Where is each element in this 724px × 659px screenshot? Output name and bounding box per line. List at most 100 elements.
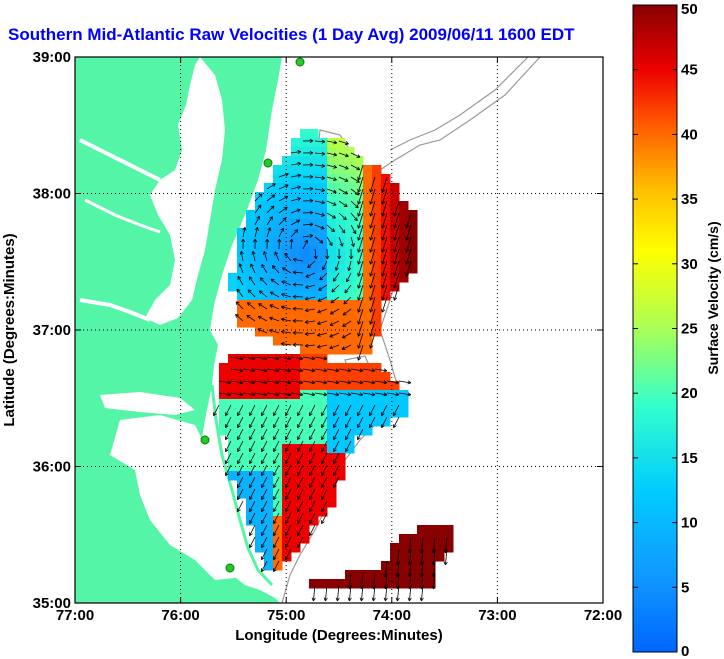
arrow-head <box>343 300 346 305</box>
arrow-head <box>337 255 340 260</box>
arrow-head <box>369 308 371 313</box>
arrow-head <box>357 332 359 337</box>
arrow-head <box>297 186 302 190</box>
arrow-head <box>381 189 386 193</box>
current-arrow <box>369 248 376 265</box>
arrow-head <box>297 437 301 441</box>
velocity-cell <box>363 372 373 382</box>
arrow-head <box>299 394 303 397</box>
current-arrow <box>302 368 315 372</box>
current-arrow <box>270 291 280 298</box>
arrow-head <box>263 394 267 397</box>
current-arrow <box>309 464 316 476</box>
velocity-cell <box>345 417 355 427</box>
velocity-cell <box>327 336 337 346</box>
current-arrow <box>342 308 352 316</box>
arrow-head <box>381 413 385 417</box>
velocity-cell <box>300 210 310 220</box>
arrow-head <box>357 154 361 158</box>
arrow-head <box>287 380 292 384</box>
arrow-head <box>321 163 326 167</box>
current-arrow <box>369 176 376 193</box>
current-arrow <box>317 296 328 302</box>
arrow-head <box>251 380 256 384</box>
current-arrow <box>250 263 256 274</box>
arrow-head <box>350 243 355 247</box>
arrow-head <box>369 237 374 241</box>
velocity-cell <box>354 579 364 589</box>
arrow-head <box>309 174 314 178</box>
current-arrow <box>405 236 412 253</box>
arrow-head <box>395 573 398 578</box>
velocity-cell <box>309 129 319 139</box>
arrow-head <box>353 219 358 222</box>
current-arrow <box>273 452 280 464</box>
velocity-cell <box>354 273 364 283</box>
station-marker <box>200 435 210 445</box>
velocity-cell <box>309 219 319 229</box>
current-arrow <box>381 416 388 428</box>
velocity-cell <box>255 282 265 292</box>
arrow-head <box>307 264 310 268</box>
velocity-cell <box>318 426 328 436</box>
velocity-cell <box>228 273 238 283</box>
velocity-cell <box>426 543 436 553</box>
current-arrow <box>247 302 256 310</box>
velocity-cell <box>219 363 229 373</box>
velocity-cell <box>291 210 301 220</box>
arrow-head <box>297 197 301 201</box>
velocity-cell <box>354 309 364 319</box>
current-arrow <box>297 500 304 512</box>
velocity-cell <box>309 309 319 319</box>
arrow-head <box>369 296 371 301</box>
current-arrow <box>225 464 232 476</box>
arrow-head <box>335 394 339 397</box>
velocity-cell <box>264 480 274 490</box>
arrow-head <box>237 275 242 279</box>
velocity-cell <box>345 336 355 346</box>
current-arrow <box>305 272 316 278</box>
velocity-cell <box>228 363 238 373</box>
current-arrow <box>335 260 340 271</box>
arrow-head <box>267 227 271 231</box>
arrow-head <box>335 380 340 384</box>
arrow-head <box>345 178 349 182</box>
velocity-cell <box>381 399 391 409</box>
velocity-cell <box>282 462 292 472</box>
arrow-head <box>261 437 265 441</box>
velocity-cell <box>228 381 238 391</box>
velocity-cell <box>228 390 238 400</box>
arrow-head <box>237 437 241 441</box>
arrow-head <box>321 225 325 229</box>
velocity-cell <box>246 507 256 517</box>
arrow-head <box>296 229 299 234</box>
current-arrow <box>362 392 375 396</box>
velocity-cell <box>399 408 409 418</box>
arrow-head <box>309 533 313 537</box>
velocity-cell <box>372 201 382 211</box>
arrow-head <box>280 331 285 334</box>
arrow-head <box>395 561 398 566</box>
arrow-head <box>237 461 241 465</box>
current-arrow <box>343 296 352 305</box>
land-mass <box>75 57 282 603</box>
velocity-cell <box>309 507 319 517</box>
velocity-cell <box>372 228 382 238</box>
velocity-cell <box>246 300 256 310</box>
velocity-cell <box>381 246 391 256</box>
velocity-cell <box>309 183 319 193</box>
velocity-cell <box>390 390 400 400</box>
current-arrow <box>393 416 400 428</box>
arrow-head <box>239 358 243 361</box>
x-axis-label: Longitude (Degrees:Minutes) <box>235 627 443 644</box>
arrow-head <box>275 382 279 385</box>
velocity-cell <box>282 489 292 499</box>
current-arrow <box>237 500 244 512</box>
velocity-cell <box>372 165 382 175</box>
arrow-head <box>304 345 309 348</box>
current-arrow <box>369 308 376 325</box>
velocity-cell <box>372 372 382 382</box>
velocity-cell <box>372 408 382 418</box>
velocity-cell <box>219 408 229 418</box>
velocity-cell <box>408 579 418 589</box>
